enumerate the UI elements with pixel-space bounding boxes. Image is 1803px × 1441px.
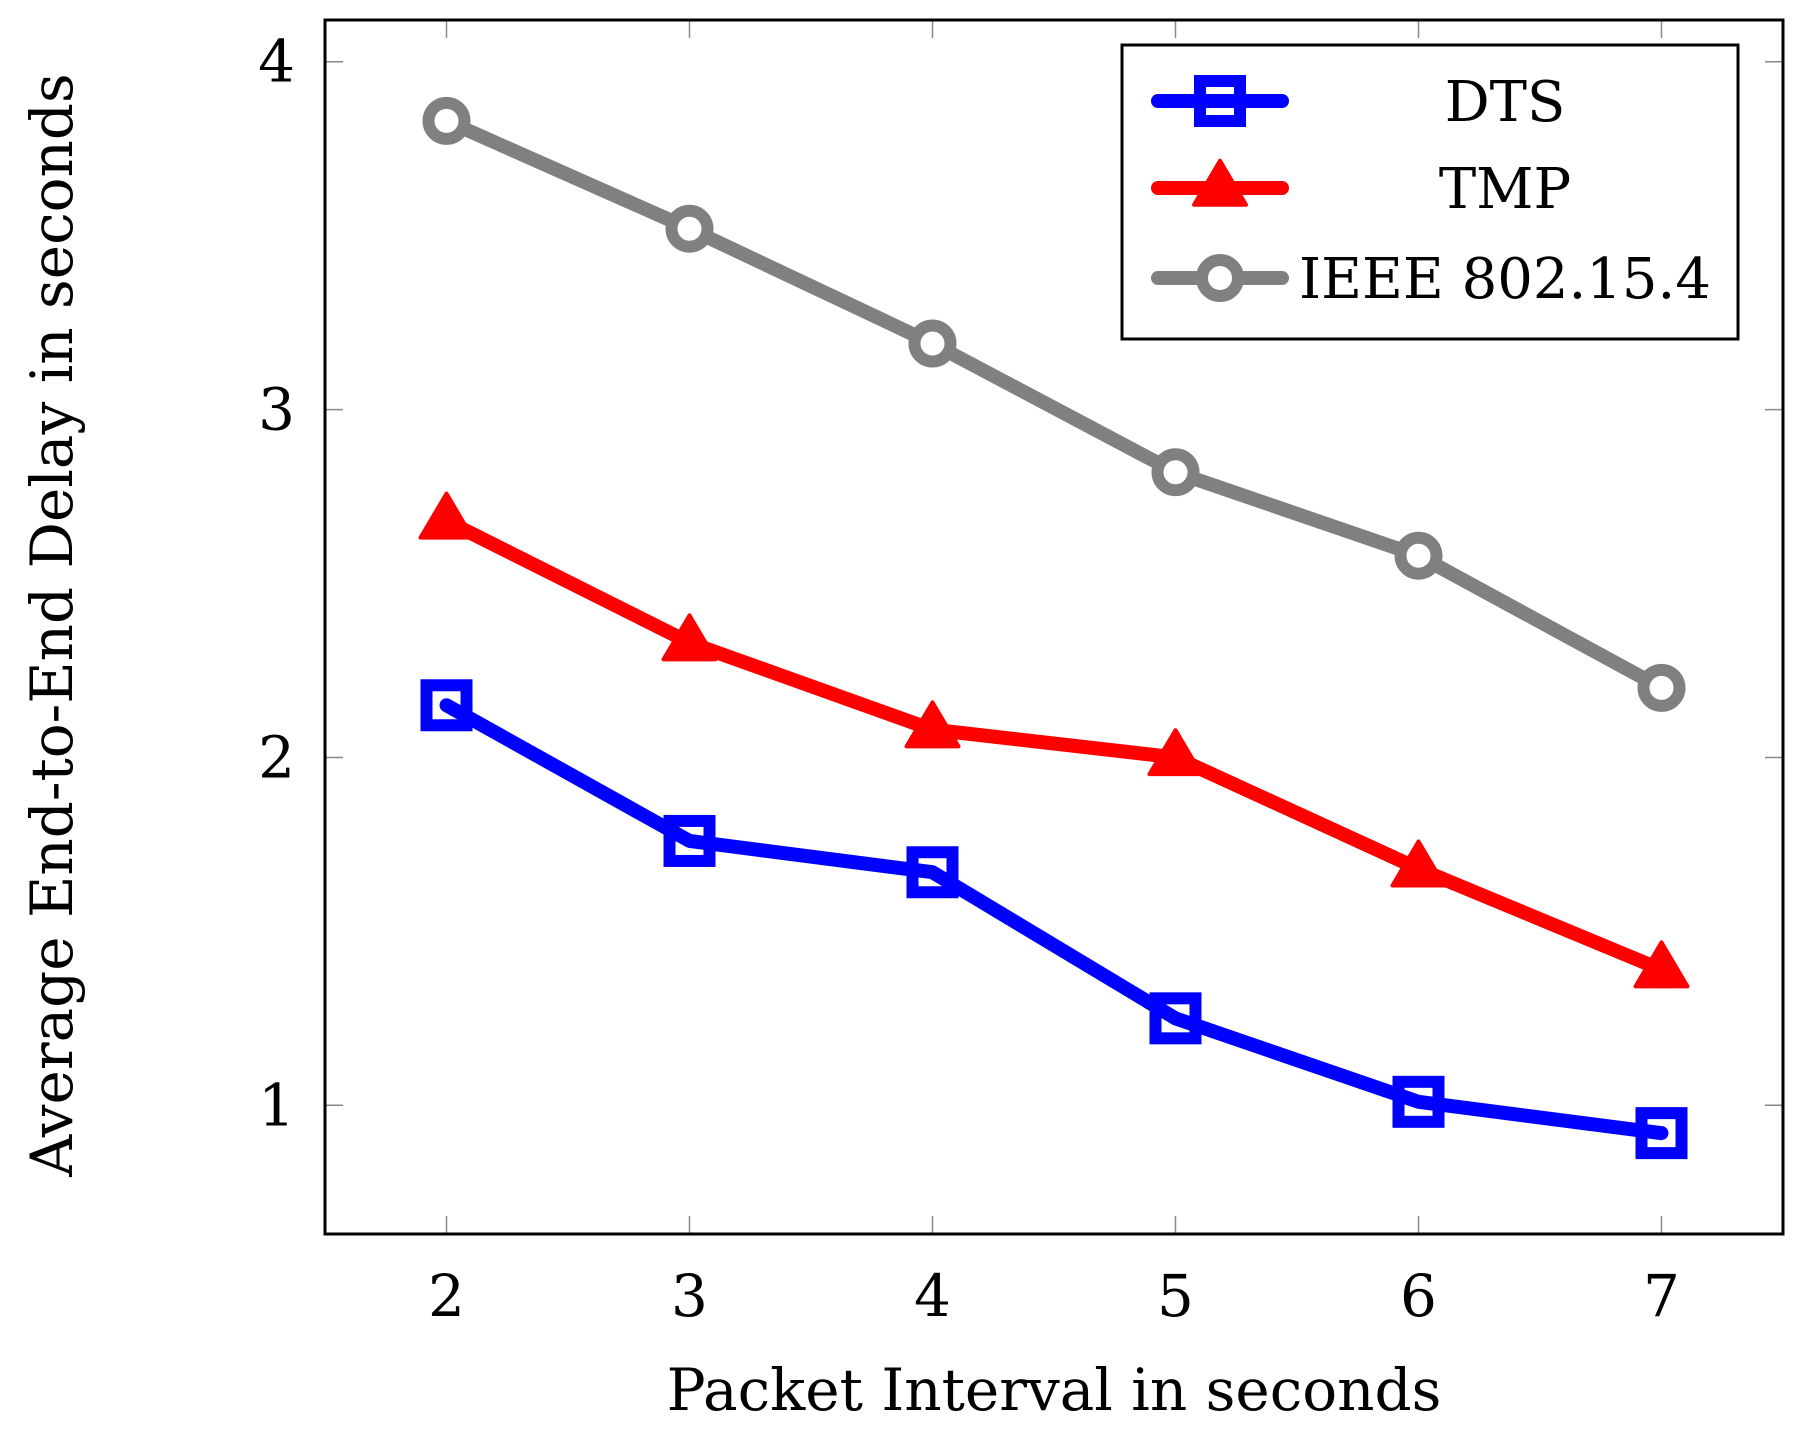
data-point-dts [906, 846, 959, 899]
y-tick-label: 2 [258, 723, 295, 791]
data-point-tmp [418, 491, 475, 540]
tick-labels: 2 3 4 5 6 7 1 2 3 4 [258, 28, 1680, 1330]
series-dts [420, 679, 1688, 1160]
data-point-ieee-802-15-4 [665, 204, 714, 253]
legend-label-dts: DTS [1445, 70, 1566, 135]
y-tick-label: 4 [258, 28, 295, 96]
plot-series [418, 96, 1690, 1160]
data-point-tmp [1633, 940, 1690, 989]
series-tmp [418, 491, 1690, 989]
legend: DTS TMP IEEE 802.15.4 [1120, 43, 1740, 341]
legend-marker-tmp [1192, 158, 1248, 207]
x-tick-label: 7 [1643, 1262, 1680, 1330]
legend-entries: DTS TMP IEEE 802.15.4 [1151, 70, 1711, 312]
y-tick-label: 3 [258, 376, 295, 444]
plot-frame [323, 18, 1785, 1236]
data-point-dts [1149, 992, 1202, 1045]
series-line-tmp [439, 513, 1669, 977]
data-point-tmp [904, 700, 961, 749]
legend-label-tmp: TMP [1439, 157, 1571, 222]
data-point-ieee-802-15-4 [1151, 448, 1200, 497]
data-point-dts [663, 814, 716, 867]
data-point-ieee-802-15-4 [1394, 531, 1443, 580]
x-tick-label: 6 [1400, 1262, 1437, 1330]
axis-ticks [325, 20, 1783, 1234]
data-point-dts [420, 679, 473, 732]
data-point-ieee-802-15-4 [422, 96, 471, 145]
x-tick-label: 5 [1157, 1262, 1194, 1330]
data-point-ieee-802-15-4 [1637, 663, 1686, 712]
legend-label-ieee-802-15-4: IEEE 802.15.4 [1299, 247, 1711, 312]
series-ieee-802-15-4 [422, 96, 1686, 712]
series-line-dts [439, 698, 1669, 1141]
x-tick-label: 4 [914, 1262, 951, 1330]
legend-marker-ieee-802-15-4 [1196, 254, 1244, 302]
data-point-dts [1392, 1075, 1445, 1128]
y-tick-label: 1 [258, 1071, 295, 1139]
legend-marker-dts [1194, 75, 1246, 127]
data-point-tmp [1390, 839, 1447, 888]
x-axis-title: Packet Interval in seconds [667, 1356, 1442, 1424]
data-point-tmp [1147, 728, 1204, 777]
data-point-ieee-802-15-4 [908, 319, 957, 368]
data-point-dts [1635, 1107, 1688, 1160]
data-point-tmp [661, 613, 718, 662]
x-tick-label: 2 [428, 1262, 465, 1330]
y-axis-title: Average End-to-End Delay in seconds [18, 73, 86, 1178]
x-tick-label: 3 [671, 1262, 708, 1330]
series-line-ieee-802-15-4 [439, 113, 1669, 695]
